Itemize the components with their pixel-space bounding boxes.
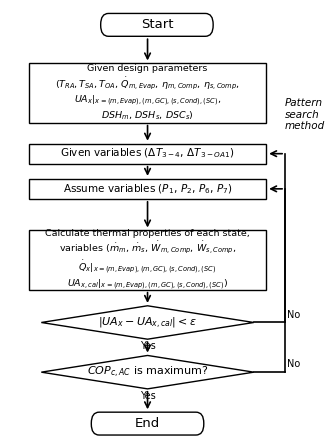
Polygon shape [41, 306, 254, 339]
FancyBboxPatch shape [101, 13, 213, 36]
Text: No: No [287, 310, 300, 320]
FancyBboxPatch shape [29, 144, 266, 164]
Text: Start: Start [141, 19, 173, 31]
Text: Pattern
search
method: Pattern search method [285, 98, 325, 131]
FancyBboxPatch shape [91, 412, 204, 435]
FancyBboxPatch shape [29, 179, 266, 199]
Text: $|UA_x - UA_{x,cal}| < \varepsilon$: $|UA_x - UA_{x,cal}| < \varepsilon$ [98, 315, 197, 330]
Text: Given variables $(\Delta T_{3-4},\, \Delta T_{3-OA1})$: Given variables $(\Delta T_{3-4},\, \Del… [60, 147, 235, 161]
FancyBboxPatch shape [29, 64, 266, 123]
Polygon shape [41, 355, 254, 389]
FancyBboxPatch shape [29, 230, 266, 290]
Text: Assume variables $(P_1,\, P_2,\, P_6,\, P_7)$: Assume variables $(P_1,\, P_2,\, P_6,\, … [63, 182, 232, 196]
Text: $COP_{c,AC}$ is maximum?: $COP_{c,AC}$ is maximum? [87, 365, 209, 380]
Text: No: No [287, 359, 300, 369]
Text: Calculate thermal properties of each state,
variables $(\dot{m}_m,\, \dot{m}_s,\: Calculate thermal properties of each sta… [45, 228, 250, 292]
Text: Given design parameters
$(T_{RA}, T_{SA}, T_{OA},\, \dot{Q}_{m,Evap},\, \eta_{m,: Given design parameters $(T_{RA}, T_{SA}… [55, 64, 240, 122]
Text: Yes: Yes [140, 391, 156, 401]
Text: End: End [135, 417, 160, 430]
Text: Yes: Yes [140, 341, 156, 351]
